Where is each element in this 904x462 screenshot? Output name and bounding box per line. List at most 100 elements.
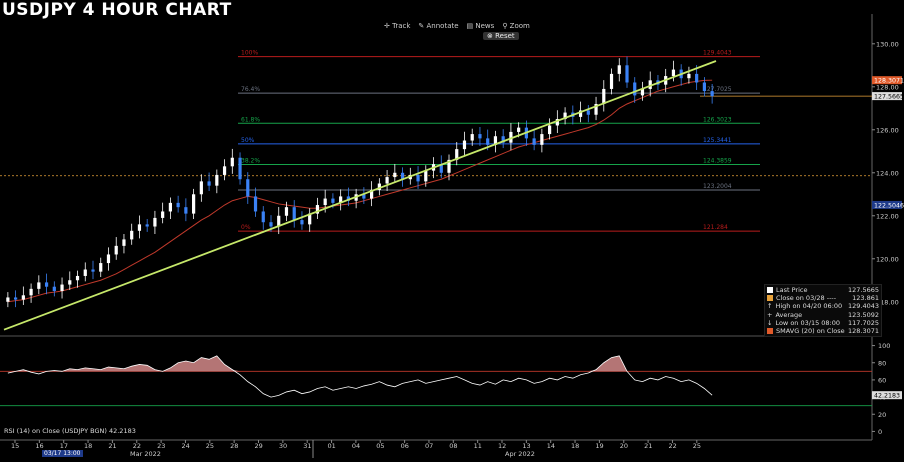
x-tick-label: 18 [84,442,92,450]
y-tick-label: 130.00 [876,40,899,48]
candle-body [184,207,188,214]
fib-value-label: 123.2004 [703,183,732,190]
candle [462,131,467,157]
rsi-y-tick-label: 80 [878,359,886,367]
x-tick-label: 25 [693,442,701,450]
candle [122,234,126,254]
candle-body [68,280,72,285]
annotate-button[interactable]: ✎ Annotate [418,22,459,30]
candle-body [548,125,552,135]
legend-low-label: Low on 03/15 08:00 [775,318,841,327]
candle [83,262,87,282]
candle-body [122,239,126,246]
candle-body [230,157,234,167]
candle-body [486,138,490,145]
candle [14,290,18,308]
candle [168,197,172,219]
legend-last-price: Last Price 127.5665 [767,286,879,294]
track-button[interactable]: ✛ Track [384,22,411,30]
fib-pct-label: 0% [241,224,251,231]
candle [493,130,498,153]
reset-button[interactable]: ⊗ Reset [483,32,519,40]
candle [184,198,188,222]
candle [393,163,397,183]
candle-body [563,112,567,120]
candle-body [106,254,111,264]
candle [145,218,149,232]
candle [455,142,459,166]
candle-body [339,196,343,203]
sma-price-tag: 128.3071 [874,78,904,85]
x-tick-label: 31 [303,442,311,450]
candle-body [424,170,428,182]
rsi-y-tick-label: 0 [878,428,882,436]
candle [354,188,358,209]
candle-body [153,217,157,227]
x-tick-label: 15 [11,442,19,450]
candle [238,152,242,185]
news-button[interactable]: ▤ News [466,22,495,30]
candle-body [331,198,335,203]
candle-body [168,202,172,212]
x-tick-label: 23 [157,442,165,450]
candle [439,155,443,179]
chart-title: USDJPY 4 HOUR CHART [2,0,232,20]
candle-body [277,215,281,227]
candle-body [99,263,103,272]
candle [261,206,265,230]
candle-body [532,138,536,145]
rsi-last-tag-bg [872,391,902,400]
candle-body [493,136,498,145]
candle [215,169,219,194]
legend-high: ↑ High on 04/20 06:00 129.4043 [767,302,879,311]
month-label-mar: Mar 2022 [130,450,161,458]
candle-body [114,245,118,255]
candle [277,206,281,235]
aux-price-tag-bg [872,200,902,209]
candle [362,187,366,204]
candle-body [462,140,467,150]
zoom-button[interactable]: ⚲ Zoom [502,22,530,30]
candle-body [215,174,219,186]
legend-smavg: SMAVG (20) on Close 128.3071 [767,327,879,335]
x-tick-label: 08 [449,442,457,450]
candle-body [29,288,33,296]
x-tick-label: 05 [376,442,384,450]
y-tick-label: 118.00 [876,298,899,306]
candle [447,154,451,181]
candle [192,188,196,219]
candle [702,77,706,97]
candle [91,260,95,280]
candle-body [555,119,559,126]
candle-body [578,110,583,117]
candle-body [385,177,389,184]
candle [153,210,157,235]
candle [37,275,41,295]
candle [625,56,629,88]
candle [563,107,567,125]
legend-close-value: 123.861 [852,294,879,303]
rsi-y-tick-label: 60 [878,376,886,384]
candle [60,277,64,299]
candle [385,169,389,192]
legend-last-price-value: 127.5665 [847,286,879,294]
candle-body [83,269,87,276]
candle-body [222,166,227,175]
candle [633,77,637,103]
candle-body [292,207,296,221]
legend-average: + Average 123.5092 [767,310,879,319]
x-tick-label: 28 [230,442,238,450]
legend-last-price-label: Last Price [776,286,808,294]
candle [300,211,304,230]
candle-body [362,194,366,199]
candle [339,189,343,211]
y-tick-label: 120.00 [876,255,899,263]
candle-body [192,194,196,214]
sma-price-tag-bg [872,76,902,85]
legend-smavg-label: SMAVG (20) on Close [776,327,845,336]
candle [199,174,203,202]
candle [710,83,714,104]
rsi-last-tag: 42.2183 [874,393,900,400]
candle-body [199,181,203,195]
sma-line [7,79,713,303]
